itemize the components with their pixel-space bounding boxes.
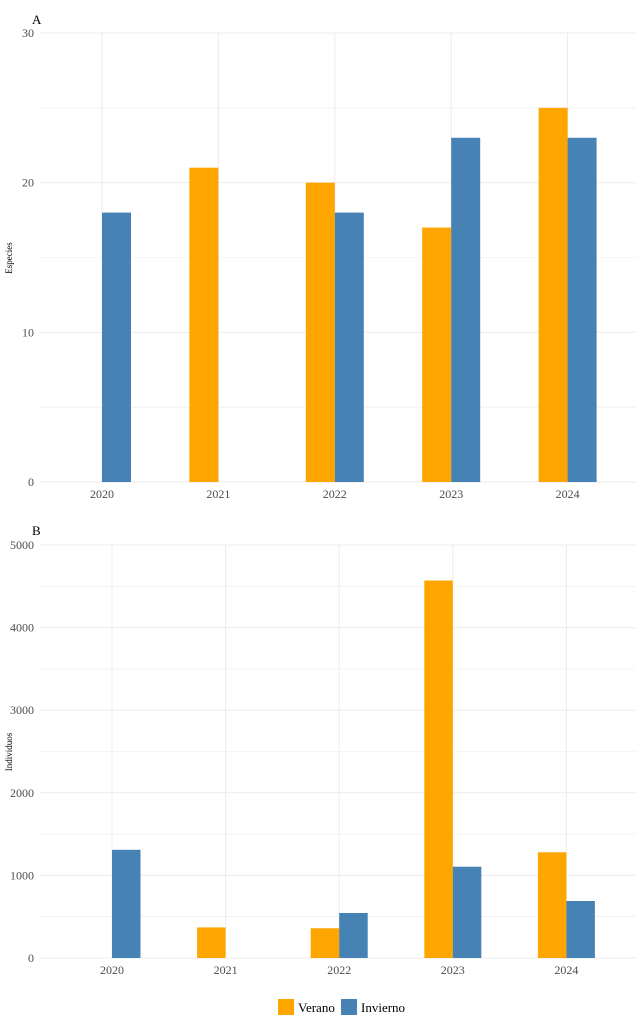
y-tick-label: 4000: [10, 621, 34, 635]
legend: Verano Invierno: [278, 999, 405, 1015]
x-tick-label: 2024: [554, 963, 578, 977]
x-tick-label: 2022: [323, 487, 347, 501]
x-tick-label: 2020: [90, 487, 114, 501]
y-tick-label: 3000: [10, 703, 34, 717]
x-tick-label: 2020: [100, 963, 124, 977]
x-tick-label: 2024: [556, 487, 580, 501]
panel-a-bars: [102, 107, 597, 482]
bar-verano-2021: [189, 167, 219, 482]
bar-verano-2023: [422, 227, 452, 482]
y-tick-label: 0: [28, 475, 34, 489]
panel-b-letter: B: [32, 523, 41, 538]
panel-b-chart: B 0 1000 2000 3000 4000 5000 2020 2021 2022 2023…: [4, 523, 636, 977]
panel-b-bars: [112, 580, 595, 958]
bar-invierno-2020: [112, 849, 141, 958]
panel-b-x-tick-labels: 2020 2021 2022 2023 2024: [100, 963, 578, 977]
bar-verano-2022: [310, 928, 340, 958]
panel-a-letter: A: [32, 12, 42, 27]
bar-verano-2024: [537, 852, 567, 958]
y-tick-label: 30: [22, 26, 34, 40]
y-tick-label: 0: [28, 951, 34, 965]
panel-a-y-tick-labels: 0 10 20 30: [22, 26, 34, 489]
y-tick-label: 5000: [10, 538, 34, 552]
legend-label-verano: Verano: [298, 1000, 335, 1015]
legend-label-invierno: Invierno: [361, 1000, 405, 1015]
panel-a-x-tick-labels: 2020 2021 2022 2023 2024: [90, 487, 580, 501]
bar-invierno-2022: [334, 212, 364, 482]
x-tick-label: 2022: [327, 963, 351, 977]
bar-invierno-2023: [452, 866, 482, 958]
bar-invierno-2024: [566, 901, 595, 958]
x-tick-label: 2023: [439, 487, 463, 501]
x-tick-label: 2023: [441, 963, 465, 977]
bar-invierno-2024: [567, 137, 597, 482]
bar-invierno-2020: [102, 212, 131, 482]
legend-swatch-invierno: [341, 999, 357, 1015]
y-tick-label: 10: [22, 325, 34, 339]
bar-verano-2022: [305, 182, 335, 482]
panel-b-y-tick-labels: 0 1000 2000 3000 4000 5000: [10, 538, 34, 965]
legend-swatch-verano: [278, 999, 294, 1015]
x-tick-label: 2021: [206, 487, 230, 501]
bar-invierno-2023: [451, 137, 481, 482]
panel-b-y-axis-label: Individuos: [4, 732, 14, 771]
bar-invierno-2022: [339, 912, 368, 958]
bar-verano-2024: [538, 107, 568, 482]
panel-a-y-axis-label: Especies: [4, 242, 14, 274]
bar-verano-2023: [424, 580, 453, 958]
bar-verano-2021: [197, 927, 226, 958]
x-tick-label: 2021: [214, 963, 238, 977]
panel-a-chart: A 0 10 20 30 2020 2021 2022 2023 2024 Especies: [4, 12, 636, 501]
y-tick-label: 2000: [10, 786, 34, 800]
y-tick-label: 1000: [10, 868, 34, 882]
y-tick-label: 20: [22, 176, 34, 190]
